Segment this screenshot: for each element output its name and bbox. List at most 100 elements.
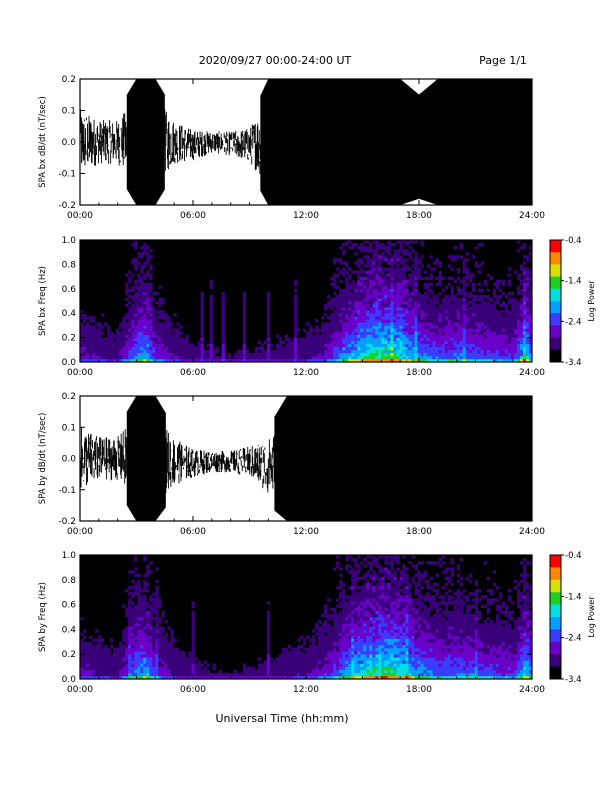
spectrogram-cell [269,343,274,348]
spectrogram-cell [318,632,322,636]
spectrogram-cell [296,672,301,677]
spectrogram-cell [161,638,165,643]
spectrogram-cell [438,358,442,363]
spectrogram-cell [336,294,340,299]
spectrogram-cell [242,340,247,344]
spectrogram-cell [429,288,433,293]
spectrogram-cell [366,620,370,624]
spectrogram-cell [384,613,388,618]
spectrogram-cell [242,675,247,680]
spectrogram-cell [399,325,403,329]
spectrogram-cell [339,582,343,587]
spectrogram-cell [366,598,370,602]
spectrogram-cell [221,301,225,305]
spectrogram-cell [450,343,454,348]
spectrogram-cell [296,337,301,341]
spectrogram-cell [504,307,509,311]
spectrogram-cell [161,629,165,633]
spectrogram-cell [155,613,159,618]
spectrogram-cell [372,586,376,590]
colorbar-label: Log Power [587,280,596,322]
spectrogram-cell [423,352,427,357]
spectrogram-cell [378,617,382,621]
spectrogram-cell [242,343,247,348]
spectrogram-cell [146,270,150,274]
spectrogram-cell [354,316,358,320]
spectrogram-cell [378,319,382,323]
spectrogram-cell [372,558,376,562]
spectrogram-cell [152,641,156,646]
spectrogram-cell [528,349,533,354]
spectrogram-cell [342,301,346,305]
spectrogram-cell [447,301,451,305]
spectrogram-cell [155,654,159,658]
spectrogram-cell [381,346,385,351]
spectrogram-cell [116,648,120,652]
spectrogram-cell [209,279,213,283]
spectrogram-cell [143,641,147,646]
spectrogram-cell [290,651,295,655]
spectrogram-cell [83,663,87,667]
spectrogram-cell [149,316,153,320]
spectrogram-cell [185,337,189,341]
spectrogram-cell [525,276,530,280]
spectrogram-cell [339,595,343,599]
spectrogram-cell [495,358,500,363]
spectrogram-cell [137,310,141,314]
spectrogram-cell [393,654,397,658]
spectrogram-cell [260,349,265,354]
spectrogram-cell [140,346,144,351]
spectrogram-cell [354,629,358,633]
spectrogram-cell [330,358,334,363]
spectrogram-cell [110,654,114,658]
spectrogram-cell [471,255,476,259]
spectrogram-cell [155,358,159,363]
spectrogram-cell [287,663,292,667]
spectrogram-cell [447,325,451,329]
spectrogram-cell [345,613,349,618]
spectrogram-cell [203,666,207,670]
spectrogram-cell [366,635,370,639]
spectrogram-cell [315,666,319,670]
spectrogram-cell [327,657,331,661]
spectrogram-cell [342,249,346,253]
spectrogram-cell [170,358,174,363]
spectrogram-cell [293,672,298,677]
spectrogram-cell [393,343,397,348]
spectrogram-cell [378,626,382,630]
spectrogram-cell [119,337,123,341]
spectrogram-cell [372,651,376,655]
spectrogram-cell [131,632,135,636]
spectrogram-cell [143,249,147,253]
spectrogram-cell [104,657,108,661]
spectrogram-cell [498,358,503,363]
spectrogram-cell [161,660,165,664]
spectrogram-cell [125,313,129,317]
spectrogram-cell [381,310,385,314]
spectrogram-cell [396,555,400,559]
spectrogram-cell [369,629,373,633]
spectrogram-cell [200,340,204,344]
spectrogram-cell [360,355,364,360]
spectrogram-cell [309,644,313,649]
spectrogram-cell [95,629,99,633]
spectrogram-cell [387,304,391,308]
spectrogram-cell [525,294,530,299]
spectrogram-cell [393,282,397,287]
spectrogram-cell [336,304,340,308]
spectrogram-cell [390,264,394,268]
spectrogram-cell [149,669,153,674]
spectrogram-cell [131,638,135,643]
spectrogram-cell [128,669,132,674]
spectrogram-cell [324,641,328,646]
spectrogram-cell [516,285,521,290]
spectrogram-cell [149,267,153,271]
spectrogram-cell [498,310,503,314]
spectrogram-cell [462,352,466,357]
spectrogram-cell [504,310,509,314]
spectrogram-cell [242,316,247,320]
spectrogram-cell [98,352,102,357]
spectrogram-cell [459,313,463,317]
spectrogram-cell [345,264,349,268]
spectrogram-cell [390,567,394,571]
